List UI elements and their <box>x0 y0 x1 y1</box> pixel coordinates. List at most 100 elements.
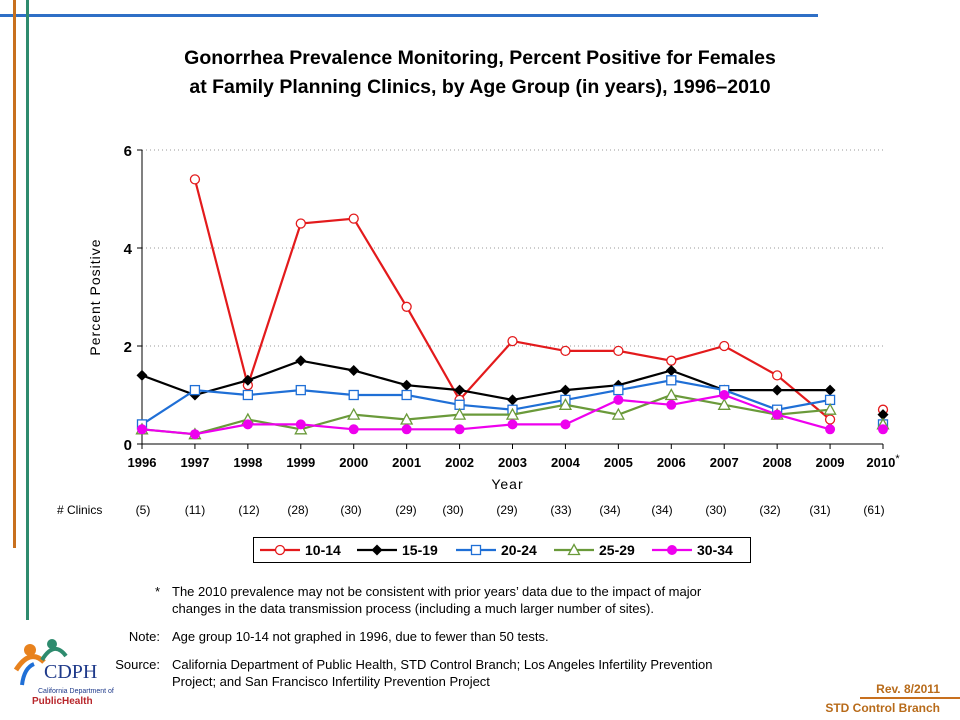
point-30-34-2007 <box>719 390 730 400</box>
clinic-count-2004: (33) <box>550 503 572 517</box>
point-30-34-2006 <box>666 399 677 410</box>
point-25-29-2003 <box>505 407 520 420</box>
point-20-24-2001 <box>401 389 412 401</box>
point-15-19-2008 <box>771 384 783 396</box>
point-20-24-2006 <box>666 375 677 386</box>
clinic-count-2002: (30) <box>442 503 464 517</box>
point-10-14-2006 <box>666 355 677 366</box>
x-tick-label-2000: 2000 <box>339 455 368 470</box>
series-line-25-29 <box>141 393 831 436</box>
legend-label-25-29: 25-29 <box>599 542 635 558</box>
point-30-34-1997 <box>189 429 200 440</box>
legend-label-20-24: 20-24 <box>501 542 537 558</box>
point-30-34-1998 <box>242 419 253 430</box>
point-20-24-2005 <box>613 384 624 396</box>
legend-marker-20-24 <box>470 544 482 556</box>
logo-name: CDPH <box>44 661 97 683</box>
source-label: Source: <box>115 657 160 672</box>
revision-date: Rev. 8/2011 <box>876 682 940 696</box>
series-line-20-24 <box>141 379 831 426</box>
x-tick-label-2010: 2010* <box>866 453 900 470</box>
clinic-count-1998: (12) <box>238 503 260 517</box>
point-15-19-2004 <box>559 384 571 396</box>
point-15-19-1998 <box>242 374 254 386</box>
series-line-30-34 <box>141 393 831 436</box>
series-15-19 <box>136 355 889 421</box>
x-tick-label-2005: 2005 <box>604 455 633 470</box>
note-label: Note: <box>128 629 160 644</box>
clinic-count-2010: (61) <box>863 503 885 517</box>
point-10-14-2009 <box>824 414 836 425</box>
legend-marker-25-29 <box>567 543 581 556</box>
point-10-14-2005 <box>613 345 624 357</box>
x-axis-label: Year <box>491 476 523 492</box>
clinic-count-1999: (28) <box>287 503 309 517</box>
x-tick-asterisk: * <box>895 453 900 465</box>
point-15-19-2002 <box>454 384 466 396</box>
clinic-count-2000: (30) <box>340 503 362 517</box>
legend-marker-15-19 <box>371 544 383 556</box>
y-tick-label-4: 4 <box>124 241 133 258</box>
point-25-29-2000 <box>347 407 361 420</box>
clinic-count-2005: (34) <box>599 503 621 517</box>
x-tick-label-2003: 2003 <box>498 455 527 470</box>
legend-label-30-34: 30-34 <box>697 542 733 558</box>
point-10-14-2000 <box>348 213 359 224</box>
point-30-34-2003 <box>507 419 518 430</box>
x-tick-label-2004: 2004 <box>551 455 581 470</box>
point-15-19-2000 <box>348 365 360 376</box>
point-10-14-1997 <box>189 174 201 185</box>
title-line-2: at Family Planning Clinics, by Age Group… <box>189 76 771 98</box>
clinics-label: # Clinics <box>57 503 103 517</box>
frame-left-teal-line <box>26 0 29 620</box>
axes <box>137 149 884 449</box>
cdph-logo-mark: CDPH <box>13 639 97 686</box>
legend-marker-10-14 <box>274 544 286 556</box>
frame-bottom-orange-line <box>860 697 960 699</box>
point-30-34-2000 <box>348 424 359 435</box>
point-30-34-2008 <box>772 409 783 420</box>
y-tick-label-2: 2 <box>124 339 132 356</box>
point-15-19-2003 <box>507 394 518 406</box>
legend: 10-14 15-19 20-24 25-29 30-34 <box>253 537 751 563</box>
point-10-14-2001 <box>401 301 412 312</box>
point-10-14-2003 <box>507 335 518 347</box>
source-line-1: California Department of Public Health, … <box>172 657 713 672</box>
point-15-19-2010 <box>877 409 889 421</box>
series-line-10-14 <box>193 179 831 421</box>
x-tick-label-2002: 2002 <box>445 455 474 470</box>
branch-name: STD Control Branch <box>825 701 940 715</box>
clinic-count-1996: (5) <box>135 503 151 517</box>
asterisk-mark: * <box>155 584 161 599</box>
point-25-29-2009 <box>823 402 837 415</box>
line-chart: 0 2 4 6 1996 1997 1998 1999 2000 2001 2002 2003 2004… <box>87 143 901 492</box>
clinic-count-2009: (31) <box>809 503 831 517</box>
point-15-19-1996 <box>136 369 148 381</box>
point-15-19-2001 <box>401 379 413 391</box>
x-tick-label-1998: 1998 <box>233 455 262 470</box>
page-title: Gonorrhea Prevalence Monitoring, Percent… <box>60 44 900 102</box>
point-15-19-2006 <box>665 365 677 376</box>
x-tick-label-2001: 2001 <box>392 455 421 470</box>
series-30-34 <box>137 390 888 440</box>
point-20-24-1997 <box>189 384 201 396</box>
logo-line-1: California Department of <box>38 688 114 695</box>
series-10-14 <box>189 174 889 425</box>
point-30-34-2010 <box>878 424 888 435</box>
clinic-count-2006: (34) <box>651 503 673 517</box>
asterisk-note-line-1: The 2010 prevalence may not be consisten… <box>172 584 702 599</box>
source-line-2: Project; and San Francisco Infertility P… <box>172 674 490 689</box>
legend-label-15-19: 15-19 <box>402 542 438 558</box>
point-30-34-1996 <box>137 424 147 435</box>
point-30-34-2002 <box>454 424 465 435</box>
point-30-34-2004 <box>560 419 571 430</box>
point-25-29-2006 <box>664 388 678 401</box>
series-group <box>135 174 890 440</box>
clinic-count-2003: (29) <box>496 503 518 517</box>
x-tick-label-2009: 2009 <box>816 455 845 470</box>
title-line-1: Gonorrhea Prevalence Monitoring, Percent… <box>184 47 776 69</box>
point-10-14-2004 <box>560 345 571 357</box>
tick-labels: 0 2 4 6 1996 1997 1998 1999 2000 2001 2002 2003 2004… <box>124 143 901 470</box>
point-20-24-1999 <box>295 384 306 396</box>
x-tick-label-1999: 1999 <box>286 455 315 470</box>
